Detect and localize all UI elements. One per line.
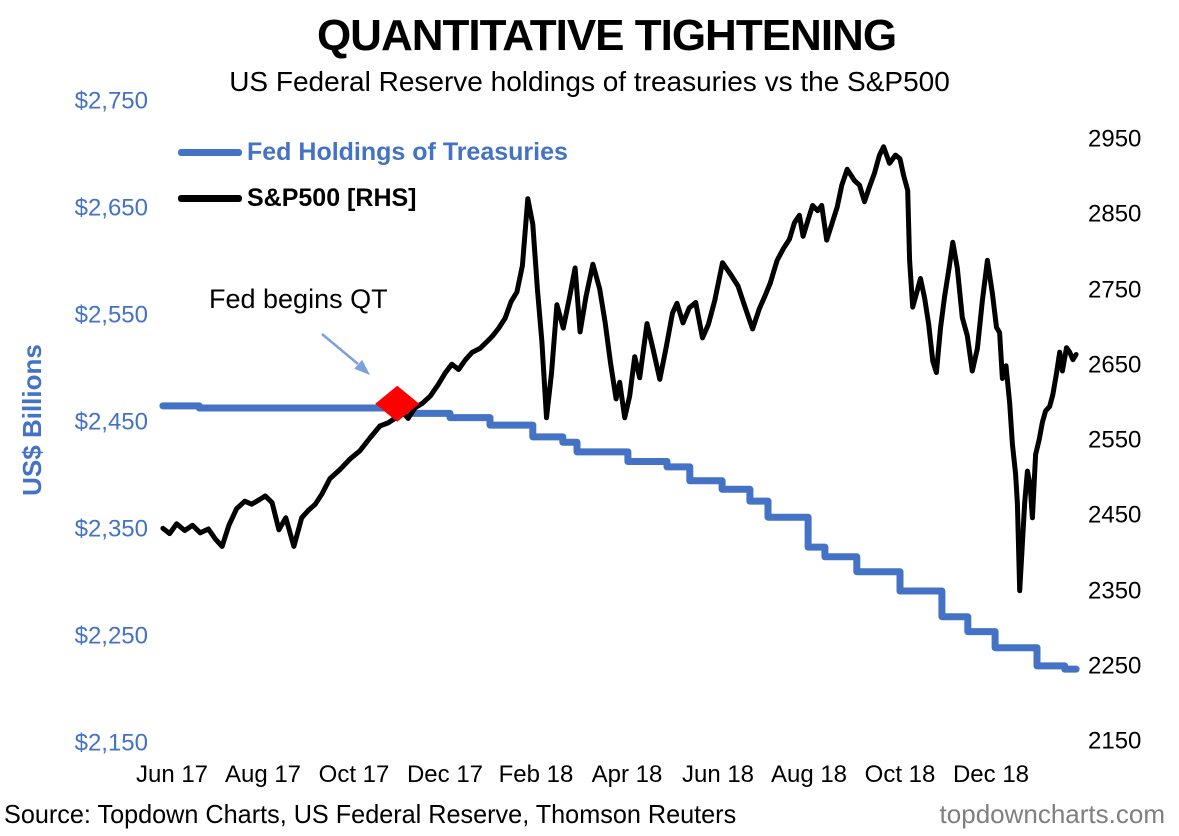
left-tick: $2,650 bbox=[74, 194, 148, 222]
left-tick: $2,750 bbox=[74, 87, 148, 115]
left-tick: $2,150 bbox=[74, 729, 148, 757]
x-tick: Jun 17 bbox=[135, 761, 209, 788]
legend-label-fed: Fed Holdings of Treasuries bbox=[247, 137, 568, 166]
x-tick: Aug 17 bbox=[224, 761, 302, 788]
right-tick: 2450 bbox=[1088, 501, 1142, 529]
left-tick: $2,550 bbox=[74, 301, 148, 329]
qt-start-diamond-marker bbox=[375, 385, 420, 422]
x-tick: Feb 18 bbox=[498, 761, 574, 788]
x-tick: Aug 18 bbox=[770, 761, 848, 788]
annotation-text: Fed begins QT bbox=[209, 284, 388, 314]
legend-item-fed-holdings: Fed Holdings of Treasuries bbox=[178, 138, 568, 166]
fed-line-swatch bbox=[178, 148, 242, 156]
x-tick: Oct 18 bbox=[864, 761, 936, 788]
page-title: QUANTITATIVE TIGHTENING bbox=[316, 11, 897, 60]
sp500-line bbox=[160, 144, 1079, 594]
right-tick: 2950 bbox=[1088, 125, 1142, 153]
right-tick: 2750 bbox=[1088, 276, 1142, 304]
right-tick: 2850 bbox=[1088, 200, 1142, 228]
x-axis: Jun 17 Aug 17 Oct 17 Dec 17 Feb 18 Apr 18 Jun … bbox=[0, 763, 1179, 793]
website-credit: topdowncharts.com bbox=[939, 799, 1165, 829]
legend-item-sp500: S&P500 [RHS] bbox=[178, 184, 417, 212]
right-tick: 2550 bbox=[1088, 426, 1142, 454]
y-axis-right: 2950 2850 2750 2650 2550 2450 2350 2250 2150 bbox=[1088, 0, 1179, 836]
x-tick: Dec 17 bbox=[406, 761, 484, 788]
right-tick: 2350 bbox=[1088, 577, 1142, 605]
x-tick: Apr 18 bbox=[591, 761, 663, 788]
left-tick: $2,250 bbox=[74, 622, 148, 650]
x-tick: Dec 18 bbox=[952, 761, 1030, 788]
page-subtitle: US Federal Reserve holdings of treasurie… bbox=[229, 66, 950, 97]
fed-holdings-line bbox=[159, 402, 1080, 673]
left-tick: $2,350 bbox=[74, 515, 148, 543]
sp500-line-swatch bbox=[178, 194, 242, 202]
left-tick: $2,450 bbox=[74, 408, 148, 436]
legend-label-sp500: S&P500 [RHS] bbox=[247, 183, 417, 212]
right-tick: 2250 bbox=[1088, 652, 1142, 680]
x-tick: Jun 18 bbox=[681, 761, 755, 788]
annotation-arrow bbox=[321, 333, 359, 365]
right-tick: 2150 bbox=[1088, 727, 1142, 755]
source-credit: Source: Topdown Charts, US Federal Reser… bbox=[4, 799, 737, 829]
x-tick: Oct 17 bbox=[318, 761, 390, 788]
annotation-arrowhead-icon bbox=[354, 359, 370, 375]
right-tick: 2650 bbox=[1088, 351, 1142, 379]
y-axis-left: $2,750 $2,650 $2,550 $2,450 $2,350 $2,250 $2,1… bbox=[0, 0, 148, 836]
